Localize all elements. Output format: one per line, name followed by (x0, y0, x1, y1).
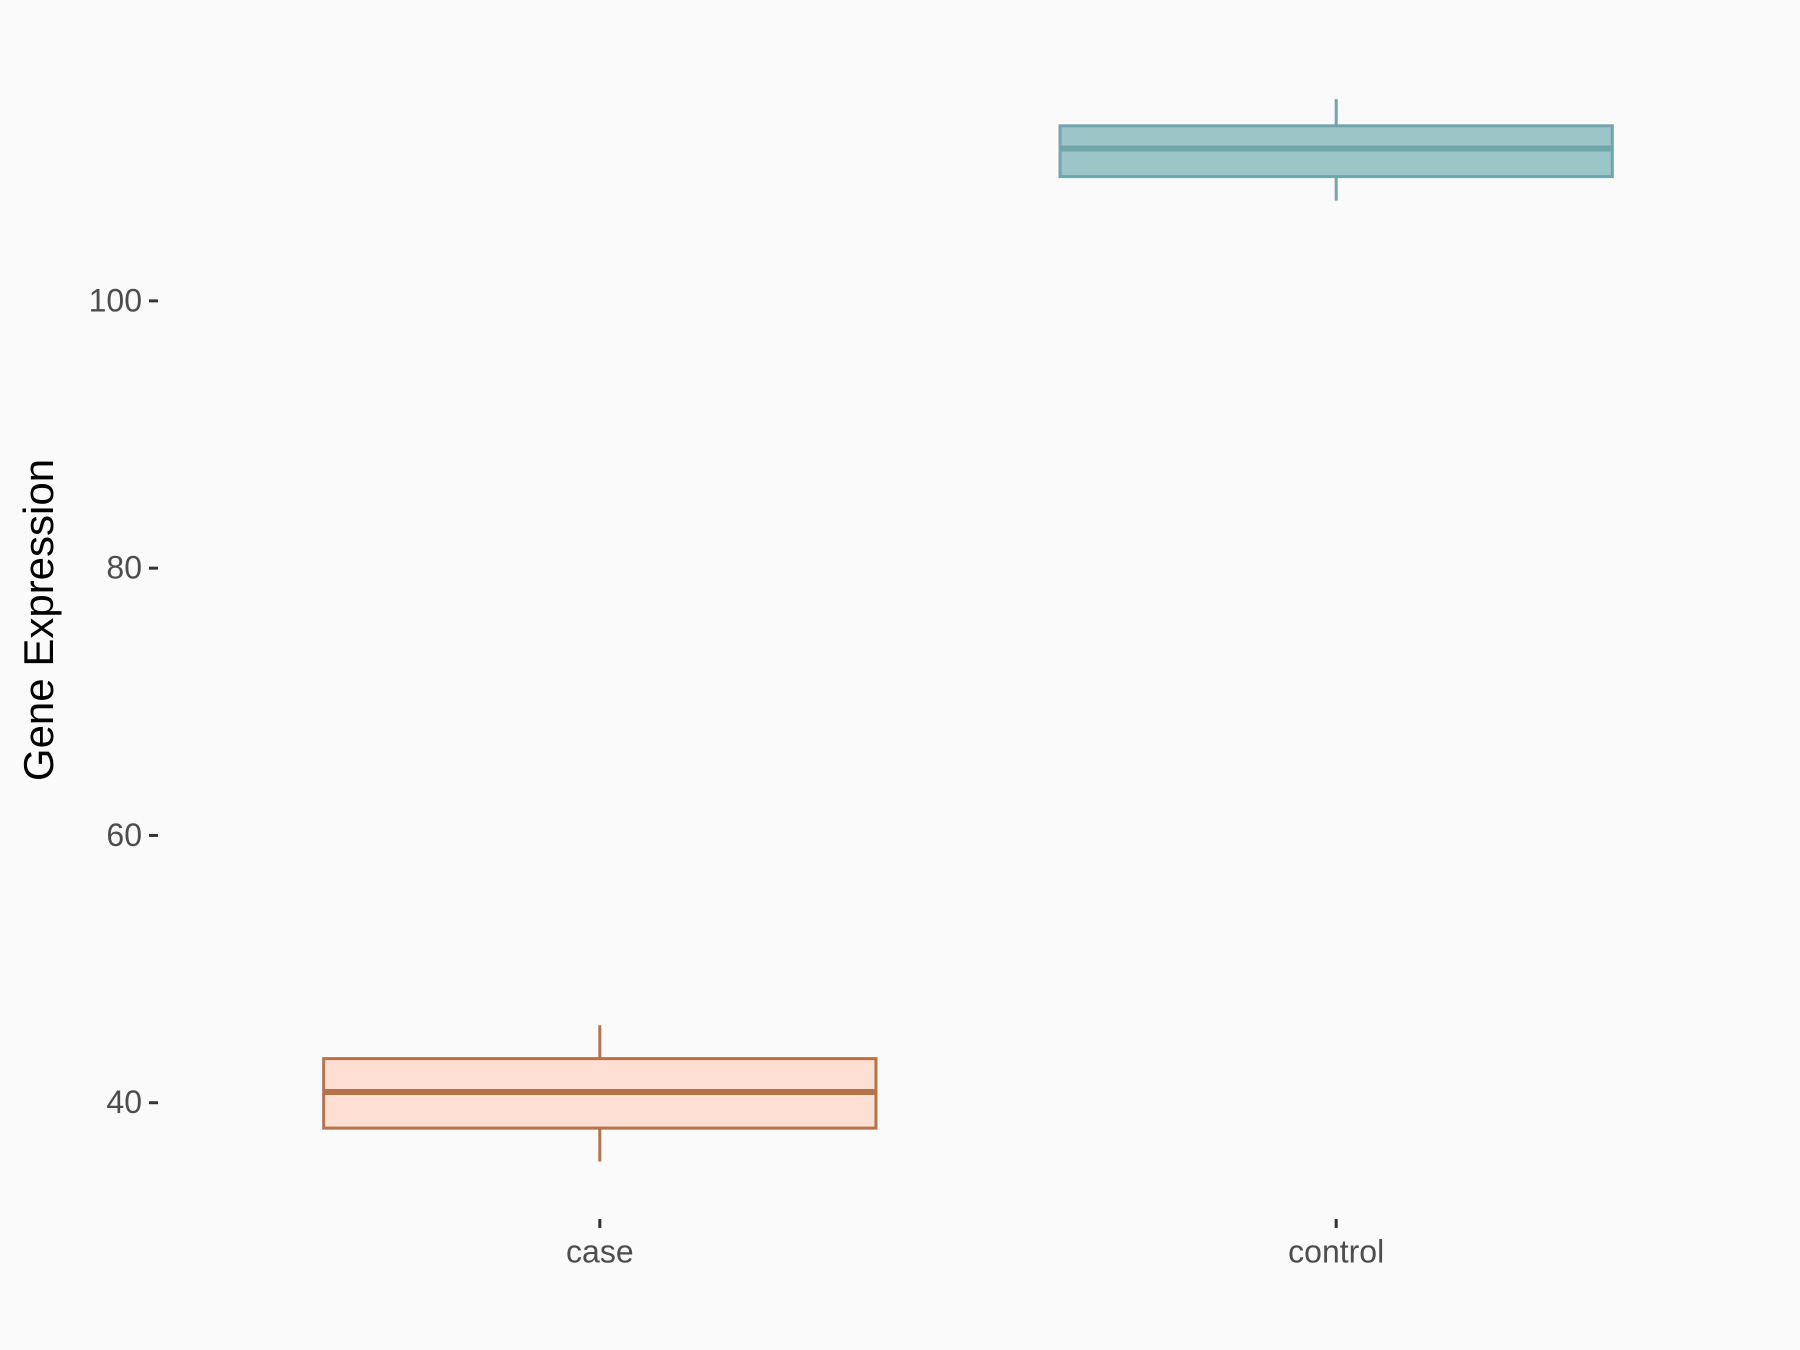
y-tick-label: 80 (106, 550, 142, 586)
x-tick-label: control (1288, 1233, 1384, 1269)
y-tick-label: 60 (106, 817, 142, 853)
y-tick-label: 40 (106, 1084, 142, 1120)
y-axis-label: Gene Expression (15, 459, 62, 781)
y-tick-label: 100 (89, 282, 142, 318)
x-tick-label: case (566, 1233, 634, 1269)
